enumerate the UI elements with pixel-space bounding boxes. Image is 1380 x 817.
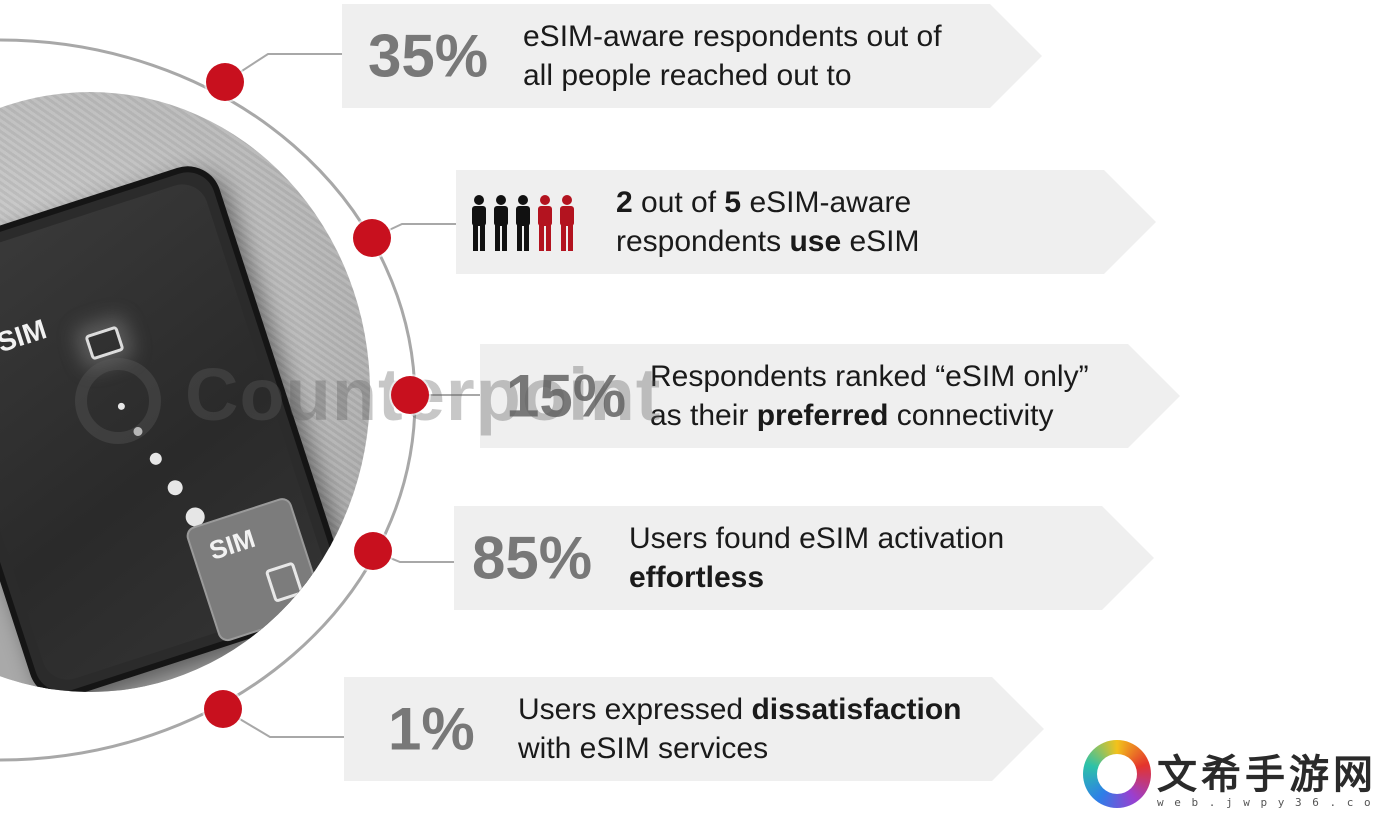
person-red-icon bbox=[560, 195, 574, 251]
stat-card-4: 85% Users found eSIM activation effortle… bbox=[454, 506, 1154, 610]
people-icon-group bbox=[468, 194, 580, 252]
stat-description: eSIM-aware respondents out of all people… bbox=[523, 20, 942, 92]
stat-description: Users expressed dissatisfaction with eSI… bbox=[518, 693, 962, 765]
screen-esim-label: eSIM bbox=[0, 313, 51, 363]
watermark: Counterpoint bbox=[75, 352, 661, 437]
person-black-icon bbox=[516, 195, 530, 251]
timeline-dot bbox=[353, 219, 391, 257]
timeline-dot bbox=[354, 532, 392, 570]
esim-phone-photo: eSIM SIM bbox=[0, 92, 370, 692]
stat-card-2: 2 out of 5 eSIM-aware respondents use eS… bbox=[456, 170, 1156, 274]
transfer-dot bbox=[148, 451, 164, 467]
site-logo-url: w e b . j w p y 3 6 . c o m bbox=[1157, 796, 1380, 809]
site-logo-icon bbox=[1083, 740, 1151, 808]
stat-description: Users found eSIM activation effortless bbox=[629, 522, 1005, 594]
stat-description: Respondents ranked “eSIM only” as their … bbox=[650, 360, 1089, 432]
timeline-dot bbox=[391, 376, 429, 414]
stat-card-1: 35% eSIM-aware respondents out of all pe… bbox=[342, 4, 1042, 108]
stat-percent: 1% bbox=[388, 695, 475, 763]
stat-percent: 15% bbox=[506, 362, 627, 430]
timeline-dot bbox=[206, 63, 244, 101]
sim-card-label: SIM bbox=[205, 522, 259, 566]
stat-card-5: 1% Users expressed dissatisfaction with … bbox=[344, 677, 1044, 781]
sim-chip-icon bbox=[264, 561, 304, 603]
stat-description: 2 out of 5 eSIM-aware respondents use eS… bbox=[616, 186, 920, 258]
site-logo-text: 文希手游网 bbox=[1157, 753, 1377, 797]
person-black-icon bbox=[472, 195, 486, 251]
person-black-icon bbox=[494, 195, 508, 251]
stat-percent: 85% bbox=[472, 524, 593, 592]
stat-percent: 35% bbox=[368, 22, 489, 90]
corner-site-logo: 文希手游网 w e b . j w p y 3 6 . c o m bbox=[1083, 740, 1380, 814]
timeline-dot bbox=[204, 690, 242, 728]
transfer-dot bbox=[165, 478, 185, 498]
person-red-icon bbox=[538, 195, 552, 251]
stat-card-3: 15% Respondents ranked “eSIM only” as th… bbox=[480, 344, 1180, 448]
